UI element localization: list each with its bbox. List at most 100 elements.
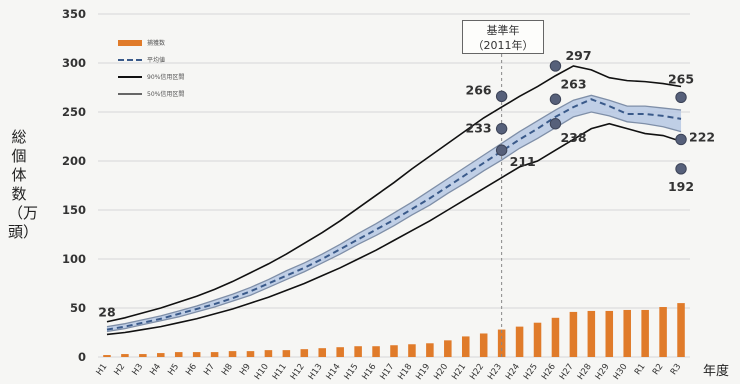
bar — [300, 349, 309, 357]
x-tick-label: H12 — [289, 362, 307, 382]
data-point-marker — [549, 93, 562, 105]
y-tick-label: 300 — [62, 56, 86, 70]
legend-swatch-gray-line — [118, 92, 142, 95]
y-tick-label: 200 — [62, 154, 86, 168]
base-year-label: 基準年 （2011年） — [462, 20, 544, 54]
data-label: 211 — [510, 154, 536, 169]
bar — [121, 354, 129, 357]
bar — [372, 346, 380, 357]
bar — [677, 303, 685, 357]
y-tick-label: 250 — [62, 105, 86, 119]
data-label: 263 — [560, 76, 586, 91]
bar — [246, 351, 255, 357]
bar — [318, 348, 327, 357]
data-label: 28 — [98, 305, 115, 320]
x-tick-label: H21 — [450, 362, 468, 382]
bar — [551, 317, 560, 357]
ci90-upper-line — [106, 65, 682, 323]
legend-label: 平均値 — [147, 57, 166, 64]
legend-label: 50%信用区間 — [147, 91, 185, 98]
x-tick-label: H25 — [522, 362, 540, 382]
y-axis-label: 総個体数（万頭） — [8, 128, 39, 241]
x-tick-label: H13 — [307, 362, 325, 382]
bar — [336, 347, 344, 357]
data-label: 233 — [466, 121, 492, 136]
bar — [461, 336, 470, 357]
x-tick-label: H1 — [94, 362, 109, 377]
x-tick-label: H2 — [112, 362, 127, 377]
data-point-marker — [675, 91, 687, 104]
y-tick-label: 350 — [62, 7, 86, 21]
x-tick-label: H24 — [504, 362, 522, 382]
bar — [228, 351, 237, 357]
x-tick-label: H17 — [378, 362, 396, 382]
data-point-marker — [549, 60, 562, 72]
x-tick-label: H30 — [612, 362, 630, 382]
mean-line — [106, 98, 682, 331]
data-point-marker — [495, 90, 508, 103]
y-tick-label: 150 — [62, 203, 86, 217]
bar — [139, 354, 147, 357]
legend-item-50ci: 50%信用区間 — [118, 85, 184, 102]
x-tick-label: H4 — [148, 362, 163, 377]
x-tick-label: H29 — [594, 362, 612, 382]
y-tick-label: 50 — [70, 301, 86, 315]
ci90-lower-line — [106, 122, 682, 336]
bar — [515, 326, 524, 357]
x-tick-label: H8 — [220, 362, 235, 377]
legend-label: 捕獲数 — [147, 40, 166, 47]
x-tick-label: H18 — [396, 362, 414, 382]
data-label: 192 — [668, 179, 694, 194]
x-tick-label: H28 — [576, 362, 594, 382]
x-tick-label: H10 — [253, 362, 271, 382]
bar — [157, 353, 165, 357]
bar — [587, 310, 596, 357]
data-label: 265 — [668, 71, 694, 86]
x-tick-label: R2 — [651, 362, 666, 377]
bar — [569, 311, 578, 357]
data-point-marker — [675, 133, 687, 146]
ci50-upper-line — [106, 94, 682, 328]
bar — [444, 340, 452, 357]
y-tick-label: 0 — [78, 350, 86, 364]
legend-swatch-black-line — [118, 75, 142, 78]
x-tick-label: H3 — [130, 362, 145, 377]
data-point-marker — [495, 122, 508, 135]
bar — [605, 310, 614, 357]
x-tick-label: H27 — [558, 362, 576, 382]
x-tick-label: H6 — [184, 362, 199, 377]
legend: 捕獲数 平均値 90%信用区間 50%信用区間 — [118, 34, 184, 102]
x-tick-label: H20 — [432, 362, 450, 382]
bar — [210, 352, 219, 357]
x-tick-label: H5 — [166, 362, 181, 377]
x-tick-label: H16 — [360, 362, 378, 382]
x-tick-label: H19 — [414, 362, 432, 382]
x-tick-label: R3 — [669, 362, 684, 377]
data-label: 238 — [560, 130, 586, 145]
data-label: 222 — [689, 129, 715, 144]
bar — [426, 343, 434, 357]
bar — [479, 333, 488, 357]
bar — [103, 355, 111, 357]
data-label: 297 — [565, 48, 591, 63]
x-tick-label: H14 — [325, 362, 343, 382]
legend-swatch-bar — [118, 39, 142, 46]
data-point-marker — [549, 118, 562, 130]
bar — [282, 350, 291, 357]
bar — [192, 352, 201, 357]
bar — [408, 344, 416, 357]
x-tick-label: H22 — [468, 362, 486, 382]
data-point-marker — [495, 144, 508, 156]
x-axis-label: 年度 — [703, 364, 730, 379]
x-tick-label: H26 — [540, 362, 558, 382]
x-tick-label: R1 — [633, 362, 648, 377]
bar — [354, 346, 362, 357]
base-year-text: 基準年 （2011年） — [472, 24, 534, 52]
x-tick-label: H11 — [271, 362, 289, 382]
ci50-lower-line — [106, 111, 682, 333]
x-tick-label: H23 — [486, 362, 504, 382]
bar — [623, 309, 631, 357]
data-label: 266 — [466, 82, 492, 97]
legend-item-90ci: 90%信用区間 — [118, 68, 184, 85]
